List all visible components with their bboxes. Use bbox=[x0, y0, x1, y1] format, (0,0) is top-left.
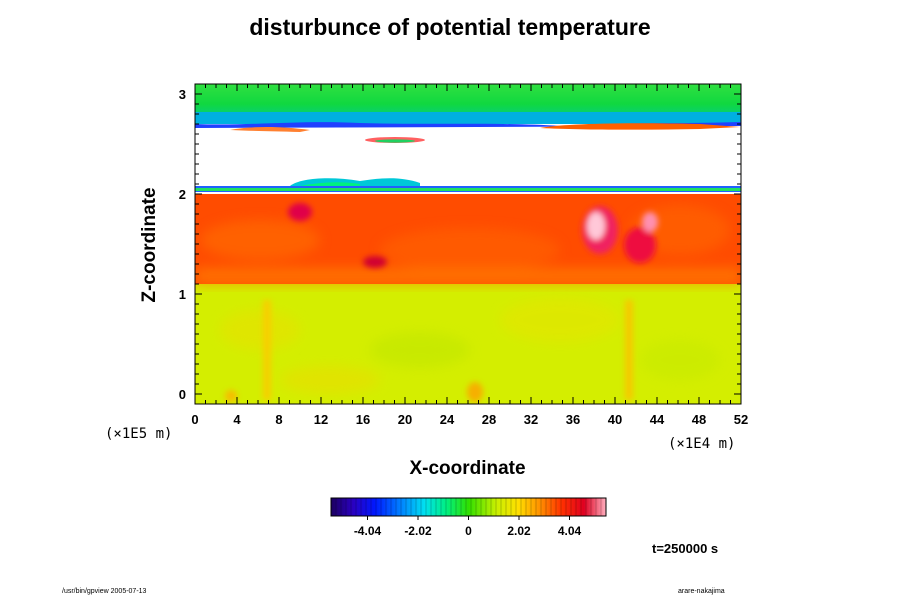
x-tick-label: 44 bbox=[650, 412, 665, 427]
footer-right: arare-nakajima bbox=[678, 588, 725, 595]
colorbar-tick-label: -2.02 bbox=[404, 524, 432, 538]
x-scale-label: (×1E4 m) bbox=[668, 436, 736, 452]
colorbar-lines bbox=[335, 498, 602, 516]
colorbar bbox=[330, 497, 607, 517]
colorbar-ticks: -4.04 -2.02 0 2.02 4.04 bbox=[354, 516, 582, 538]
x-tick-label: 36 bbox=[566, 412, 580, 427]
x-tick-label: 8 bbox=[275, 412, 282, 427]
x-axis-ticks: 0 4 8 12 16 20 24 28 32 36 40 44 48 52 bbox=[191, 84, 748, 427]
x-tick-label: 28 bbox=[482, 412, 496, 427]
x-tick-label: 20 bbox=[398, 412, 412, 427]
x-tick-label: 4 bbox=[233, 412, 241, 427]
x-tick-label: 32 bbox=[524, 412, 538, 427]
x-axis-label: X-coordinate bbox=[409, 458, 526, 479]
chart-title: disturbunce of potential temperature bbox=[249, 14, 651, 40]
y-axis-label: Z-coordinate bbox=[139, 187, 160, 303]
x-tick-label: 24 bbox=[440, 412, 455, 427]
colorbar-tick-label: 4.04 bbox=[558, 524, 582, 538]
x-tick-label: 12 bbox=[314, 412, 328, 427]
y-scale-label: (×1E5 m) bbox=[105, 426, 173, 442]
footer-left: /usr/bin/gpview 2005-07-13 bbox=[62, 588, 147, 595]
x-tick-label: 16 bbox=[356, 412, 370, 427]
white-band bbox=[195, 136, 741, 186]
y-axis-ticks: 0 1 2 3 bbox=[179, 87, 741, 405]
y-tick-label: 2 bbox=[179, 187, 186, 202]
x-tick-label: 48 bbox=[692, 412, 706, 427]
colorbar-tick-label: 0 bbox=[465, 524, 472, 538]
y-tick-label: 3 bbox=[179, 87, 186, 102]
heatmap-field bbox=[195, 84, 741, 404]
x-tick-label: 0 bbox=[191, 412, 198, 427]
x-tick-label: 52 bbox=[734, 412, 748, 427]
colorbar-tick-label: -4.04 bbox=[354, 524, 382, 538]
y-tick-label: 1 bbox=[179, 287, 186, 302]
y-tick-label: 0 bbox=[179, 387, 186, 402]
colorbar-tick-label: 2.02 bbox=[507, 524, 531, 538]
x-tick-label: 40 bbox=[608, 412, 622, 427]
time-annotation: t=250000 s bbox=[652, 541, 719, 556]
